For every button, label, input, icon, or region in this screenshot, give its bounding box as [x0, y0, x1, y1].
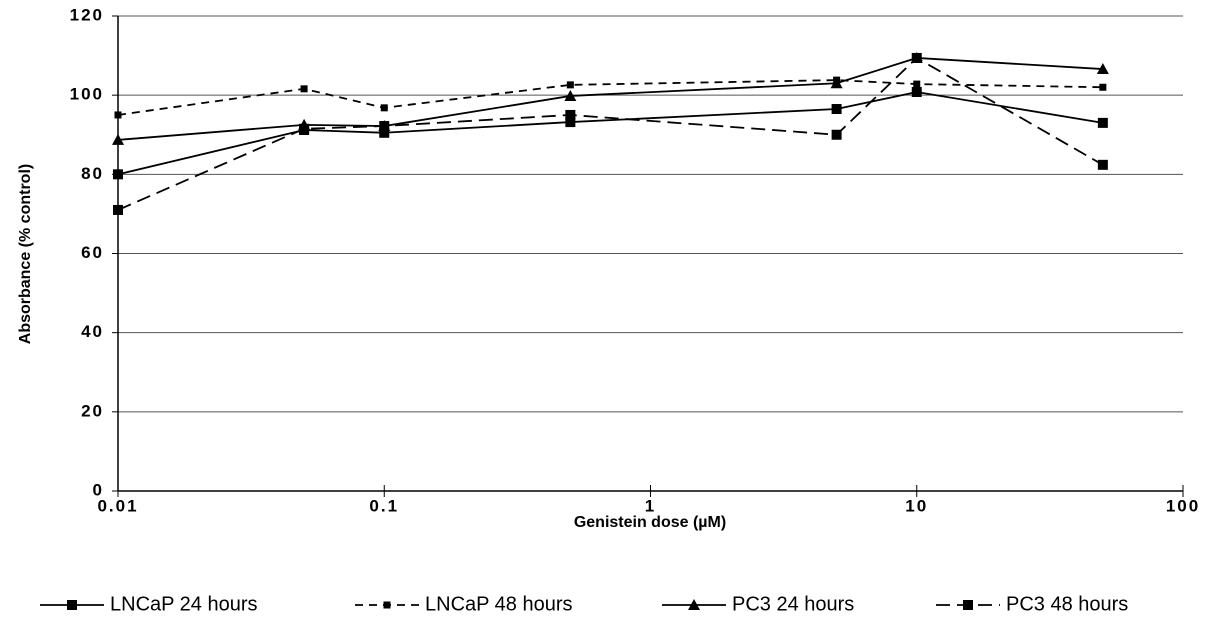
marker: [379, 121, 390, 132]
marker: [564, 89, 577, 101]
x-tick-label: 0.01: [97, 496, 138, 515]
marker: [911, 87, 922, 97]
y-tick-label: 0: [93, 480, 104, 499]
legend-label: PC3 24 hours: [732, 593, 854, 615]
marker: [565, 117, 576, 128]
marker: [1096, 63, 1109, 75]
marker: [113, 169, 123, 180]
x-tick-label: 10: [905, 496, 928, 515]
marker: [379, 127, 390, 138]
legend-label: PC3 48 hours: [1006, 593, 1128, 615]
series-line: [117, 56, 1104, 211]
legend-marker: [963, 600, 973, 610]
legend-marker: [67, 600, 77, 610]
x-tick-label: 1: [645, 496, 656, 515]
y-tick-label: 120: [70, 5, 104, 24]
marker: [911, 52, 922, 63]
marker: [565, 109, 576, 120]
legend-marker: [383, 601, 391, 609]
marker: [1097, 159, 1108, 170]
x-tick-label: 0.1: [369, 496, 399, 515]
marker: [913, 80, 921, 88]
marker: [300, 85, 308, 93]
y-tick-label: 20: [81, 401, 104, 420]
marker: [1099, 83, 1107, 91]
marker: [113, 204, 123, 215]
series-line: [117, 91, 1103, 176]
marker: [831, 104, 842, 115]
marker: [112, 133, 124, 145]
legend-marker: [688, 599, 700, 610]
marker: [830, 77, 843, 89]
marker: [566, 81, 574, 89]
marker: [380, 104, 388, 112]
marker: [114, 111, 122, 119]
marker: [1097, 117, 1108, 128]
marker: [299, 123, 310, 134]
y-tick-label: 80: [81, 164, 104, 183]
x-axis-title: Genistein dose (µM): [574, 514, 726, 531]
y-tick-label: 60: [81, 243, 104, 262]
legend-label: LNCaP 24 hours: [110, 593, 258, 615]
y-tick-label: 100: [70, 85, 104, 104]
marker: [831, 129, 842, 140]
legend-label: LNCaP 48 hours: [425, 593, 573, 615]
y-tick-label: 40: [81, 322, 104, 341]
y-axis-title: Absorbance (% control): [17, 164, 34, 344]
x-tick-label: 100: [1166, 496, 1200, 515]
